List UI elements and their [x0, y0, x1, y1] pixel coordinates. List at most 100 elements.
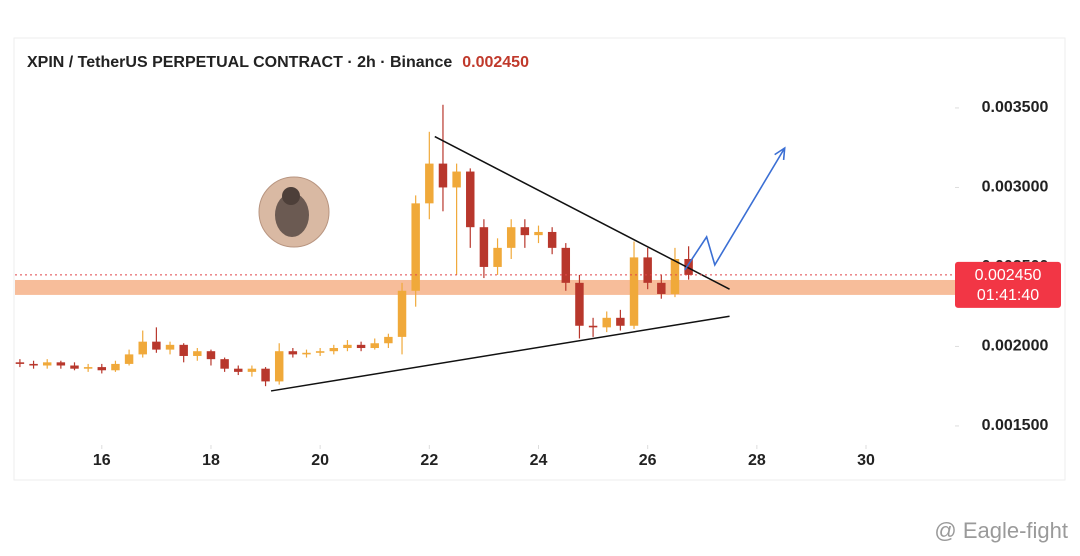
candle — [261, 367, 270, 387]
candle — [616, 309, 625, 331]
candle — [302, 349, 311, 358]
y-tick-label: 0.002000 — [982, 338, 1049, 355]
candle-body — [547, 231, 557, 248]
avatar-figure — [275, 193, 309, 237]
candle-body — [83, 367, 93, 369]
title-text: XPIN / TetherUS PERPETUAL CONTRACT · 2h … — [27, 54, 452, 71]
candle-body — [438, 163, 448, 188]
candle-body — [179, 344, 188, 356]
candle — [42, 359, 52, 369]
avatar-head — [282, 187, 300, 205]
candle — [493, 238, 502, 275]
candle — [138, 330, 147, 358]
candle — [506, 219, 516, 259]
last-price-box — [955, 261, 1061, 308]
candle — [411, 195, 420, 307]
candle — [479, 219, 489, 279]
candle — [370, 338, 379, 350]
x-tick-label: 28 — [748, 452, 766, 469]
candle — [234, 365, 243, 376]
candle — [70, 362, 79, 371]
candle — [397, 282, 407, 355]
candle — [602, 311, 611, 333]
candle-body — [111, 363, 120, 371]
candle — [384, 333, 393, 349]
candle — [575, 274, 584, 339]
candle-body — [397, 290, 407, 337]
candle-body — [70, 365, 79, 369]
x-tick-label: 18 — [202, 452, 220, 469]
trendline — [434, 135, 730, 290]
x-tick-label: 24 — [530, 452, 548, 469]
candle-body — [193, 351, 202, 356]
candle — [165, 341, 175, 355]
candle — [329, 344, 339, 355]
candle-body — [670, 258, 680, 294]
projection-line — [684, 147, 786, 271]
candle-body — [575, 282, 584, 326]
candle-body — [356, 344, 366, 349]
chart-title: XPIN / TetherUS PERPETUAL CONTRACT · 2h … — [27, 54, 529, 71]
x-tick-label: 20 — [311, 452, 329, 469]
x-tick-label: 30 — [857, 452, 875, 469]
candle-body — [315, 351, 325, 353]
candle-body — [411, 203, 420, 291]
x-tick-label: 22 — [420, 452, 438, 469]
title-price: 0.002450 — [462, 54, 529, 71]
candle-body — [629, 257, 639, 326]
candle-body — [56, 362, 66, 366]
candle — [152, 327, 161, 353]
candle-body — [274, 351, 284, 382]
candle — [438, 104, 448, 212]
candle — [657, 274, 666, 299]
countdown-label: 01:41:40 — [977, 287, 1039, 304]
candle-body — [220, 359, 229, 369]
y-tick-label: 0.003500 — [982, 99, 1049, 116]
candle-body — [343, 344, 352, 349]
candle-body — [561, 247, 571, 283]
candle-body — [138, 341, 147, 355]
candle — [425, 131, 434, 220]
candle — [97, 363, 107, 374]
candle-body — [42, 362, 52, 366]
candle — [274, 343, 284, 385]
chart-frame — [13, 37, 1066, 481]
candle-body — [520, 227, 530, 236]
candle — [83, 363, 93, 372]
candle — [124, 349, 134, 366]
x-tick-label: 16 — [93, 452, 111, 469]
candle-body — [370, 343, 379, 349]
candle-body — [657, 282, 666, 294]
last-price-label: 0.002450 — [975, 267, 1042, 284]
candle-body — [534, 231, 543, 236]
candle — [179, 343, 188, 363]
candle-body — [602, 317, 611, 328]
candle-body — [261, 368, 270, 382]
watermark: @ Eagle-fight — [934, 518, 1068, 543]
candle — [588, 317, 598, 337]
candle — [343, 340, 352, 352]
projection-arrowhead — [774, 146, 786, 161]
candle-body — [124, 354, 134, 364]
candle — [315, 348, 325, 356]
candle — [561, 243, 571, 291]
candle-body — [206, 351, 216, 360]
candle-body — [329, 348, 339, 352]
y-tick-label: 0.001500 — [982, 417, 1049, 434]
candle-body — [247, 368, 257, 372]
candle-body — [452, 171, 461, 188]
x-tick-label: 26 — [639, 452, 657, 469]
candle-body — [29, 363, 38, 366]
candle — [452, 163, 461, 275]
candle-body — [466, 171, 475, 228]
candle-body — [152, 341, 161, 350]
candle — [547, 227, 557, 255]
candle-body — [15, 362, 25, 364]
y-tick-label: 0.003000 — [982, 179, 1049, 196]
candle — [220, 357, 229, 372]
candle — [670, 247, 680, 298]
candle-body — [288, 351, 298, 355]
candle — [356, 341, 366, 352]
candle — [466, 168, 475, 248]
